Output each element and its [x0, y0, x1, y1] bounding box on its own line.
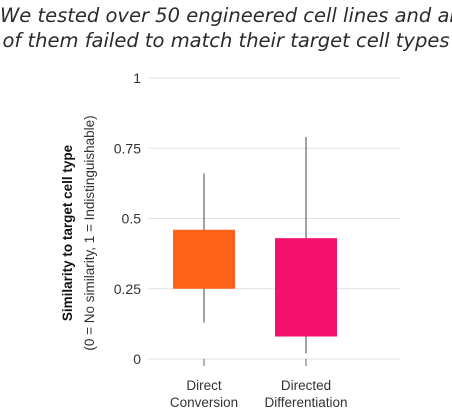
chart-title-line-2: of them failed to match their target cel… — [2, 29, 450, 52]
boxes — [173, 137, 337, 354]
y-axis-label: Similarity to target cell type — [60, 144, 75, 321]
chart-title-line-1: We tested over 50 engineered cell lines … — [0, 4, 452, 27]
y-tick-label: 0.25 — [114, 281, 141, 297]
y-tick-label: 0 — [133, 351, 141, 367]
y-tick-label: 0.5 — [122, 211, 142, 227]
y-tick-label: 0.75 — [114, 140, 141, 156]
x-category-label: Conversion — [170, 395, 238, 409]
x-category-label: Directed — [281, 378, 331, 393]
x-axis-categories: Direct Conversion Directed Differentiation — [170, 359, 348, 409]
box-iqr — [173, 229, 235, 289]
x-category-label: Direct — [186, 378, 222, 393]
y-axis-title: Similarity to target cell type (0 = No s… — [60, 115, 97, 350]
y-axis-ticks: 0 0.25 0.5 0.75 1 — [114, 70, 141, 367]
box-iqr — [275, 238, 337, 337]
x-category-label: Differentiation — [264, 395, 347, 409]
y-axis-sublabel: (0 = No similarity, 1 = Indistinguishabl… — [82, 115, 97, 350]
y-tick-label: 1 — [133, 70, 141, 86]
gridlines — [148, 77, 400, 360]
